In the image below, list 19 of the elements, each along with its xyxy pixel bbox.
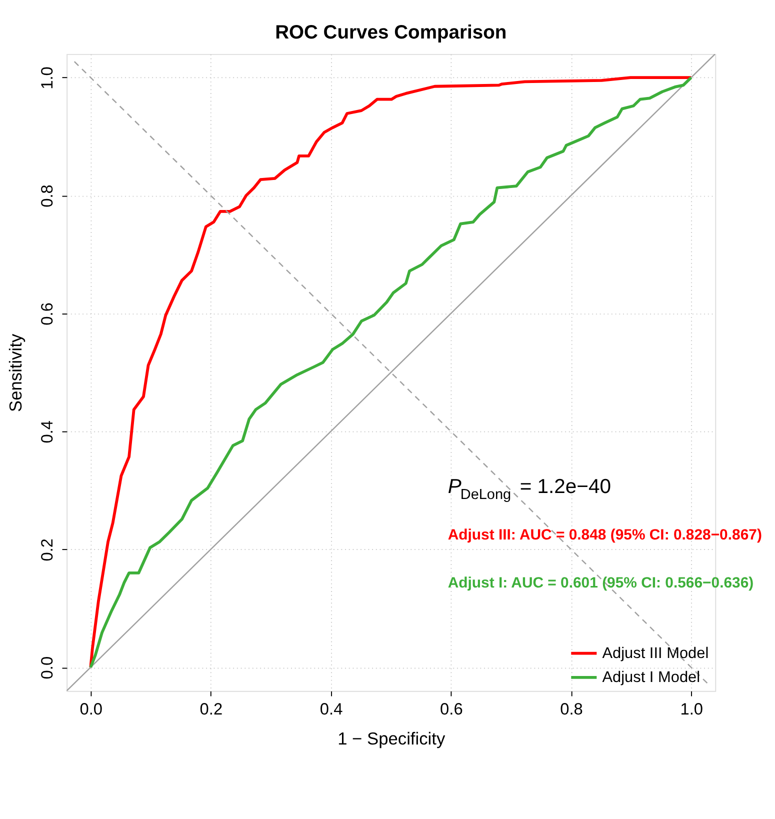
annotation: Adjust III: AUC = 0.848 (95% CI: 0.828−0.867) [448, 526, 762, 544]
x-tick-label: 0.2 [200, 700, 223, 719]
x-axis-title: 1 − Specificity [338, 728, 446, 748]
legend-label: Adjust III Model [602, 645, 709, 662]
legend-label: Adjust I Model [602, 669, 700, 686]
y-axis-title: Sensitivity [6, 334, 26, 412]
chart-title: ROC Curves Comparison [275, 22, 507, 44]
annotation: Adjust I: AUC = 0.601 (95% CI: 0.566−0.636) [448, 574, 754, 592]
x-tick-label: 1.0 [680, 700, 704, 719]
y-tick-label: 0.4 [38, 420, 57, 444]
x-tick-label: 0.6 [440, 700, 463, 719]
y-tick-label: 0.0 [38, 656, 57, 680]
y-tick-label: 0.2 [38, 538, 57, 562]
x-tick-label: 0.0 [80, 700, 102, 719]
y-tick-label: 0.6 [38, 302, 57, 326]
y-tick-label: 1.0 [38, 66, 57, 90]
y-tick-label: 0.8 [38, 184, 57, 208]
x-tick-label: 0.4 [320, 700, 343, 719]
x-tick-label: 0.8 [560, 700, 583, 719]
